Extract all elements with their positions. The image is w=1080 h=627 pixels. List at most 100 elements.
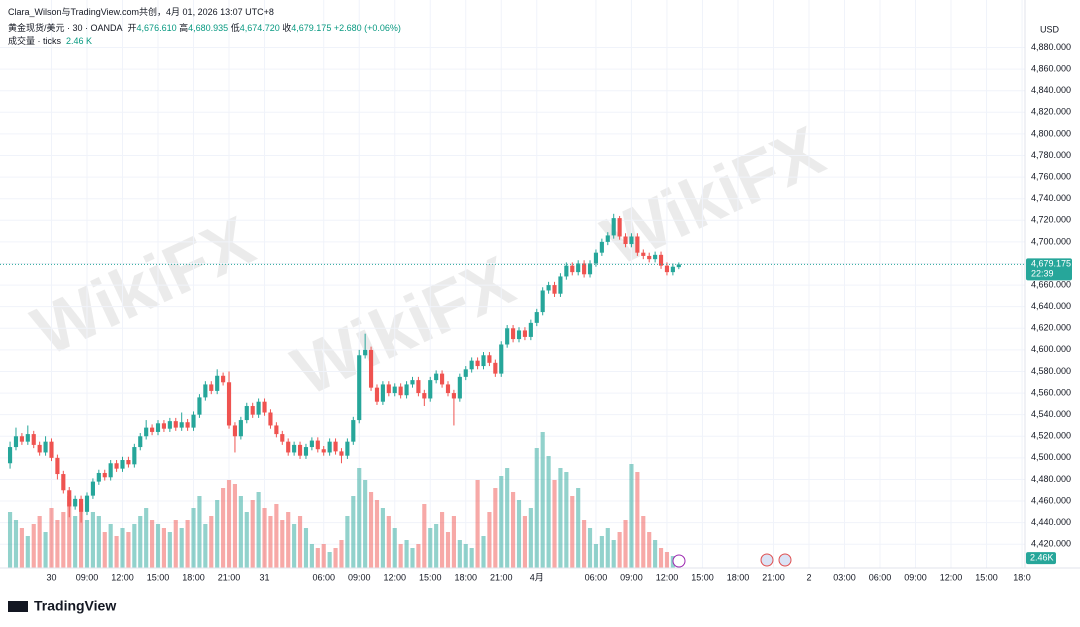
x-tick-label: 21:00 xyxy=(218,572,241,582)
plot: WikiFXWikiFXWikiFX4,420.0004,440.0004,46… xyxy=(0,0,1072,582)
volume-bar xyxy=(161,528,167,568)
volume-bar xyxy=(647,532,652,568)
volume-bar xyxy=(79,504,84,568)
candle-body xyxy=(274,425,279,435)
volume-bar xyxy=(440,512,445,568)
candle-body xyxy=(339,451,344,456)
y-tick-label: 4,440.000 xyxy=(1031,517,1071,527)
y-tick-label: 4,800.000 xyxy=(1031,128,1071,138)
x-tick-label: 2 xyxy=(806,572,811,582)
header: Clara_Wilson与TradingView.com共创，4月 01, 20… xyxy=(8,7,274,17)
candle-body xyxy=(73,498,78,507)
candle-body xyxy=(440,373,445,385)
y-tick-label: 4,860.000 xyxy=(1031,63,1071,73)
candle-body xyxy=(161,423,167,429)
volume-bar xyxy=(232,484,238,568)
volume-bar xyxy=(617,532,622,568)
candle-body xyxy=(487,355,492,363)
volume-bar xyxy=(422,504,427,568)
candle-body xyxy=(132,447,137,465)
candle-body xyxy=(641,252,646,256)
watermark: WikiFX xyxy=(281,241,525,410)
volume-bar xyxy=(138,516,143,568)
volume-bar xyxy=(126,532,131,568)
close-label: 收 xyxy=(282,23,292,33)
y-tick-label: 4,520.000 xyxy=(1031,431,1071,441)
volume-bar xyxy=(167,532,172,568)
candle-body xyxy=(297,444,303,456)
volume-bar xyxy=(469,548,474,568)
y-tick-label: 4,840.000 xyxy=(1031,85,1071,95)
price-badge-label: 4,679.175 xyxy=(1031,259,1071,269)
candle-body xyxy=(564,265,569,277)
candle-body xyxy=(505,328,510,345)
event-icon[interactable] xyxy=(778,553,792,567)
volume-bar xyxy=(552,480,557,568)
volume-bar xyxy=(658,548,664,568)
volume-bar xyxy=(150,520,155,568)
candle-body xyxy=(292,444,297,453)
ohlc-legend: 黄金现货/美元 · 30 · OANDA 开4,676.610 高4,680.9… xyxy=(8,21,401,34)
x-tick-label: 09:00 xyxy=(904,572,927,582)
x-tick-label: 15:00 xyxy=(419,572,442,582)
candle-body xyxy=(658,254,664,266)
volume-bar xyxy=(635,472,640,568)
volume-bar xyxy=(120,528,125,568)
candle-body xyxy=(422,393,427,399)
x-tick-label: 03:00 xyxy=(833,572,856,582)
candle-body xyxy=(540,290,545,313)
volume-bar xyxy=(238,496,243,568)
x-tick-label: 21:00 xyxy=(762,572,785,582)
volume-bar xyxy=(528,508,533,568)
volume-bar xyxy=(209,516,214,568)
candle-body xyxy=(43,441,48,453)
candle-body xyxy=(623,236,628,245)
volume-bar xyxy=(173,520,178,568)
volume-bar xyxy=(191,508,196,568)
volume-bar xyxy=(84,520,90,568)
volume-bar xyxy=(7,512,13,568)
volume-badge-label: 2.46K xyxy=(1030,553,1054,563)
candle-body xyxy=(84,495,90,512)
volume-bar xyxy=(505,468,510,568)
volume-bar xyxy=(268,516,273,568)
candle-body xyxy=(138,436,143,448)
countdown: 22:39 xyxy=(1031,269,1054,279)
candle-body xyxy=(463,369,468,377)
symbol: 黄金现货/美元 · 30 · OANDA xyxy=(8,23,123,33)
volume-bar xyxy=(374,500,380,568)
candle-body xyxy=(546,285,551,291)
y-tick-label: 4,740.000 xyxy=(1031,193,1071,203)
candle-body xyxy=(635,236,640,253)
candle-body xyxy=(345,441,350,456)
candle-body xyxy=(167,421,172,429)
y-tick-label: 4,760.000 xyxy=(1031,171,1071,181)
candle-body xyxy=(617,218,622,237)
volume-bar xyxy=(558,468,563,568)
candle-body xyxy=(150,427,155,432)
volume-bar xyxy=(386,516,391,568)
x-tick-label: 06:00 xyxy=(312,572,335,582)
candle-body xyxy=(7,447,13,464)
candle-body xyxy=(155,423,161,432)
event-icon[interactable] xyxy=(760,553,774,567)
low-label: 低 xyxy=(230,23,240,33)
x-tick-label: 12:00 xyxy=(940,572,963,582)
x-tick-label: 15:00 xyxy=(147,572,170,582)
candle-body xyxy=(416,380,421,394)
event-icon[interactable] xyxy=(672,554,686,568)
volume-label: 成交量 · ticks xyxy=(8,36,61,46)
volume-bar xyxy=(327,552,332,568)
volume-badge xyxy=(1026,552,1056,565)
volume-bar xyxy=(593,544,599,568)
candle-body xyxy=(670,266,675,273)
candle-body xyxy=(434,373,439,381)
x-tick-label: 09:00 xyxy=(348,572,371,582)
candle-body xyxy=(280,434,285,442)
volume-bar xyxy=(256,492,261,568)
volume-bar xyxy=(37,516,42,568)
x-tick-label: 12:00 xyxy=(111,572,134,582)
volume-bar xyxy=(185,520,190,568)
candle-body xyxy=(37,444,42,453)
